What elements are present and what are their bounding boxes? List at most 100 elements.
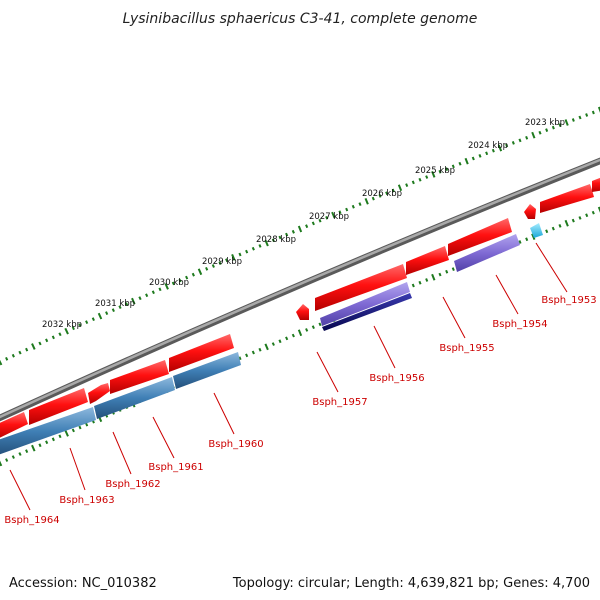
- ruler-minor-tick: [11, 353, 15, 358]
- gene-arrow: [110, 360, 169, 394]
- gene-callout-line: [535, 242, 568, 293]
- gene-label[interactable]: Bsph_1953: [541, 295, 596, 306]
- gene-arrow: [406, 246, 449, 275]
- ruler-minor-tick: [205, 266, 209, 271]
- ruler-minor-tick: [291, 333, 295, 338]
- ruler-major-tick: [0, 359, 3, 366]
- ruler-minor-tick: [125, 302, 129, 307]
- ruler-minor-tick: [471, 156, 475, 161]
- genome-summary-text: Topology: circular; Length: 4,639,821 bp…: [232, 576, 590, 591]
- gene-arrow: [169, 334, 234, 372]
- ruler-minor-tick: [91, 317, 95, 322]
- accession-text: Accession: NC_010382: [9, 576, 157, 591]
- ruler-minor-tick: [585, 113, 589, 117]
- ruler-minor-tick: [518, 240, 522, 244]
- ruler-minor-tick: [211, 264, 215, 268]
- gene-label[interactable]: Bsph_1962: [105, 479, 160, 490]
- ruler-minor-tick: [78, 425, 82, 430]
- ruler-minor-tick: [45, 440, 49, 445]
- gene-arrow: [315, 264, 407, 311]
- gene-callout-line: [152, 416, 175, 459]
- ruler-minor-tick: [25, 449, 29, 454]
- ruler-minor-tick: [445, 269, 449, 274]
- ruler-minor-tick: [525, 237, 529, 242]
- ruler-minor-tick: [451, 164, 455, 169]
- gene-label[interactable]: Bsph_1960: [208, 439, 263, 450]
- kbp-label: 2032 kbp: [42, 320, 82, 330]
- ruler-minor-tick: [145, 293, 149, 298]
- kbp-labels: 2023 kbp 2024 kbp 2025 kbp 2026 kbp 2027 kbp…: [42, 118, 565, 330]
- gene-arrow: [540, 184, 594, 213]
- ruler-minor-tick: [38, 341, 42, 346]
- genome-backbone: [0, 157, 600, 422]
- ruler-minor-tick: [558, 123, 562, 127]
- ruler-minor-tick: [258, 244, 262, 248]
- gene-label[interactable]: Bsph_1961: [148, 462, 203, 473]
- cyan-feature: [530, 223, 543, 238]
- gene-label[interactable]: Bsph_1955: [439, 343, 494, 354]
- ruler-minor-tick: [578, 216, 582, 220]
- gene-callout-line: [69, 447, 86, 491]
- gene-label[interactable]: Bsph_1963: [59, 495, 114, 506]
- ruler-minor-tick: [451, 267, 455, 271]
- ruler-major-tick: [164, 283, 169, 290]
- gene-label[interactable]: Bsph_1964: [4, 515, 59, 526]
- ruler-minor-tick: [178, 278, 182, 283]
- kbp-label: 2025 kbp: [415, 166, 455, 176]
- gene-arrow: [29, 388, 88, 425]
- ruler-minor-tick: [25, 347, 29, 352]
- kbp-label: 2031 kbp: [95, 299, 135, 309]
- ruler-minor-tick: [585, 213, 589, 218]
- ruler-minor-tick: [238, 356, 242, 361]
- ruler-minor-tick: [245, 353, 249, 358]
- ruler-minor-tick: [411, 180, 415, 185]
- gene-callout-line: [373, 325, 396, 369]
- ruler-minor-tick: [11, 455, 15, 459]
- ruler-minor-tick: [571, 218, 575, 223]
- ruler-minor-tick: [438, 169, 442, 174]
- gene-callout-line: [213, 392, 235, 435]
- ruler-minor-tick: [251, 246, 255, 251]
- ruler-minor-tick: [71, 428, 75, 433]
- ruler-major-tick: [197, 268, 203, 276]
- ruler-major-tick: [131, 297, 136, 305]
- ruler-minor-tick: [551, 226, 555, 231]
- ruler-major-tick: [297, 225, 303, 233]
- gene-callout-line: [112, 431, 132, 475]
- ruler-minor-tick: [191, 272, 195, 277]
- ruler-minor-tick: [511, 141, 515, 145]
- ruler-minor-tick: [18, 350, 22, 355]
- blue-feature: [0, 407, 96, 455]
- ruler-minor-tick: [158, 287, 162, 292]
- ruler-minor-tick: [425, 175, 429, 179]
- kbp-label: 2026 kbp: [362, 189, 402, 199]
- ruler-major-tick: [64, 327, 69, 335]
- ruler-major-tick: [431, 171, 436, 178]
- ruler-major-tick: [31, 343, 36, 350]
- kbp-label: 2030 kbp: [149, 278, 189, 288]
- ruler-minor-tick: [591, 210, 595, 215]
- ruler-major-tick: [397, 184, 403, 192]
- ruler-minor-tick: [411, 283, 415, 288]
- violet-feature: [454, 234, 520, 272]
- ruler-minor-tick: [518, 138, 522, 143]
- gene-label[interactable]: Bsph_1957: [312, 397, 367, 408]
- gene-callout-line: [495, 274, 519, 315]
- ruler-minor-tick: [525, 135, 529, 140]
- ruler-minor-tick: [238, 252, 242, 257]
- ruler-minor-tick: [225, 258, 229, 263]
- forward-strand-genes: [0, 177, 600, 438]
- ruler-major-tick: [531, 233, 536, 240]
- ruler-minor-tick: [505, 143, 509, 148]
- ruler-minor-tick: [418, 177, 422, 182]
- ruler-major-tick: [31, 444, 36, 452]
- ruler-major-tick: [0, 460, 3, 467]
- gene-label[interactable]: Bsph_1954: [492, 319, 547, 330]
- ruler-minor-tick: [311, 325, 315, 330]
- ruler-major-tick: [297, 329, 303, 337]
- gene-label[interactable]: Bsph_1956: [369, 373, 424, 384]
- ruler-minor-tick: [105, 311, 109, 315]
- ruler-minor-tick: [285, 336, 289, 341]
- ruler-minor-tick: [405, 183, 409, 187]
- ruler-minor-tick: [78, 323, 82, 328]
